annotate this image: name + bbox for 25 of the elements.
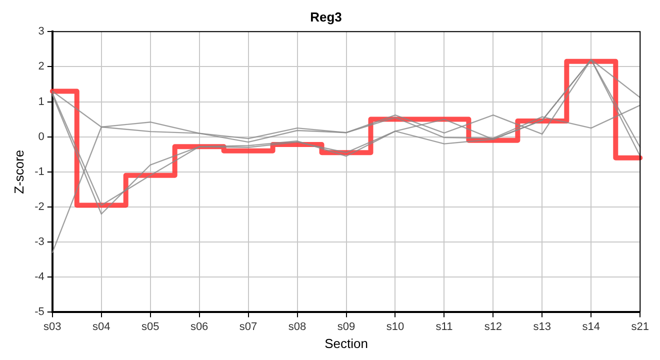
y-tick-label: -4 (34, 271, 44, 284)
y-tick-label: 0 (38, 130, 44, 143)
chart-title: Reg3 (310, 9, 342, 24)
x-tick-label: s03 (44, 320, 62, 333)
y-axis-title: Z-score (11, 150, 26, 194)
x-tick-label: s06 (190, 320, 208, 333)
x-tick-label: s12 (484, 320, 502, 333)
x-tick-label: s10 (386, 320, 404, 333)
x-axis-title: Section (324, 336, 368, 351)
y-tick-label: 2 (38, 60, 44, 73)
x-tick-label: s05 (141, 320, 160, 333)
x-tick-label: s21 (631, 320, 650, 333)
x-tick-label: s08 (288, 320, 306, 333)
x-tick-label: s04 (92, 320, 110, 333)
y-tick-label: -5 (34, 306, 44, 318)
x-tick-label: s07 (239, 320, 258, 333)
x-tick-label: s09 (337, 320, 356, 333)
x-tick-label: s14 (582, 320, 600, 333)
y-tick-label: 1 (38, 96, 44, 108)
y-tick-label: -3 (34, 236, 44, 248)
y-tick-label: -1 (34, 166, 44, 178)
x-tick-label: s11 (436, 320, 453, 333)
y-tick-label: -2 (34, 201, 44, 214)
y-tick-label: 3 (38, 26, 44, 38)
x-tick-label: s13 (533, 320, 552, 333)
